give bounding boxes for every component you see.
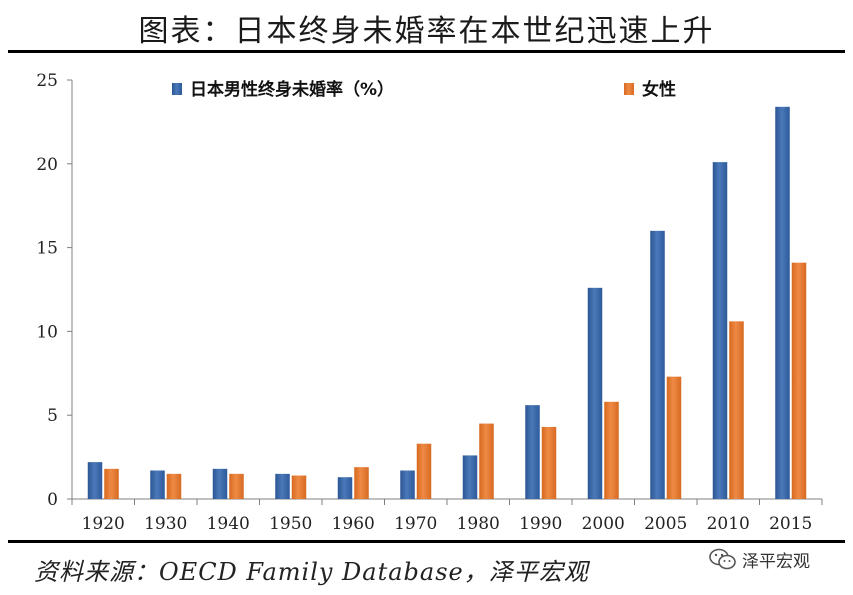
bar-male <box>525 405 540 499</box>
legend-swatch-male <box>172 83 182 95</box>
y-tick-label: 5 <box>47 406 58 426</box>
legend-swatch-female <box>624 83 634 95</box>
bar-male <box>650 230 665 499</box>
chart-title: 图表：日本终身未婚率在本世纪迅速上升 <box>138 14 715 49</box>
y-tick-label: 10 <box>36 322 58 342</box>
x-tick-label: 1970 <box>394 514 437 534</box>
x-tick-label: 2005 <box>644 514 687 534</box>
legend-label-female: 女性 <box>642 79 676 100</box>
bar-male <box>587 287 603 499</box>
bar-female <box>666 376 682 499</box>
bar-male <box>150 470 165 499</box>
watermark: 泽平宏观 <box>708 546 810 572</box>
x-tick-label: 1920 <box>82 514 125 534</box>
bar-male <box>212 468 228 499</box>
y-tick-label: 20 <box>36 155 58 175</box>
y-tick-label: 15 <box>36 239 58 259</box>
x-tick-label: 1990 <box>519 514 562 534</box>
bar-male <box>400 470 415 499</box>
bar-female <box>166 473 182 499</box>
bar-male <box>775 106 790 499</box>
bar-female <box>479 423 494 499</box>
bar-male <box>87 462 103 499</box>
x-tick-label: 2015 <box>769 514 812 534</box>
bar-chart: 0 5 10 15 20 25 1920 1930 1940 1950 1960 1970 1980 19… <box>36 71 823 534</box>
bar-female <box>291 475 307 499</box>
bar-female <box>729 321 744 499</box>
bar-male <box>337 477 353 499</box>
source-note: 资料来源：OECD Family Database，泽平宏观 <box>34 558 589 586</box>
bar-female <box>104 468 119 499</box>
bar-male <box>462 455 478 499</box>
bar-female <box>229 473 244 499</box>
x-tick-label: 1950 <box>269 514 312 534</box>
y-tick-label: 25 <box>36 71 58 91</box>
legend-label-male: 日本男性终身未婚率（%） <box>190 79 394 100</box>
bar-female <box>541 426 557 499</box>
wechat-icon <box>709 548 736 570</box>
x-tick-label: 1940 <box>207 514 250 534</box>
bottom-rule <box>8 540 845 543</box>
x-tick-label: 1980 <box>457 514 500 534</box>
bar-male <box>275 473 290 499</box>
x-tick-label: 1960 <box>332 514 375 534</box>
x-tick-label: 1930 <box>144 514 187 534</box>
bar-female <box>416 443 432 499</box>
top-rule <box>8 50 845 53</box>
y-tick-label: 0 <box>47 490 58 510</box>
bar-female <box>791 262 807 499</box>
bar-female <box>354 467 369 499</box>
x-tick-label: 2010 <box>707 514 750 534</box>
x-tick-label: 2000 <box>582 514 625 534</box>
bar-female <box>604 401 619 499</box>
watermark-text: 泽平宏观 <box>742 551 810 572</box>
bar-male <box>712 162 728 499</box>
